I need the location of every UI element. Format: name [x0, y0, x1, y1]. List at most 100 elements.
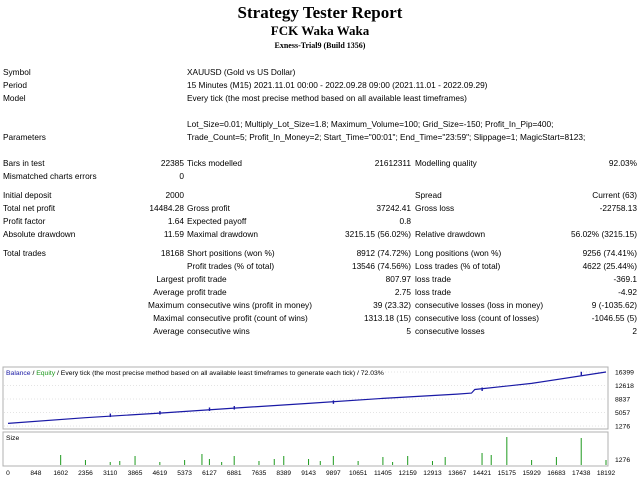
x-tick-label: 17438: [572, 470, 591, 477]
max-drawdown-value: 3215.15 (56.02%): [345, 229, 411, 239]
expected-payoff-value: 0.8: [399, 216, 411, 226]
legend-equity: Equity: [36, 370, 55, 377]
model-value: Every tick (the most precise method base…: [187, 93, 467, 103]
average-consec-label: Average: [153, 326, 184, 336]
size-bar: [490, 455, 492, 465]
x-tick-label: 9897: [326, 470, 341, 477]
size-bar: [201, 454, 203, 465]
quality-value: 92.03%: [608, 158, 637, 168]
mismatch-label: Mismatched charts errors: [3, 171, 97, 181]
maximal-consec-profit-label: consecutive profit (count of wins): [187, 313, 308, 323]
equity-marker: [481, 387, 483, 391]
max-consec-wins-value: 39 (23.32): [373, 300, 411, 310]
maximum-label: Maximum: [148, 300, 184, 310]
size-bar: [60, 455, 62, 465]
x-tick-label: 4619: [152, 470, 167, 477]
profit-trades-label: Profit trades (% of total): [187, 261, 275, 271]
average-profit-label: profit trade: [187, 287, 227, 297]
x-tick-label: 14421: [473, 470, 492, 477]
size-bar: [258, 461, 260, 465]
x-tick-label: 5373: [177, 470, 192, 477]
maximal-consec-loss-label: consecutive loss (count of losses): [415, 313, 540, 323]
size-bar: [208, 459, 210, 465]
average-consec-wins-label: consecutive wins: [187, 326, 250, 336]
gross-loss-value: -22758.13: [599, 203, 637, 213]
average-label: Average: [153, 287, 184, 297]
size-bar: [159, 462, 161, 465]
size-bar: [392, 462, 394, 465]
x-tick-label: 7635: [252, 470, 267, 477]
x-tick-label: 12159: [399, 470, 418, 477]
svg-text:Balance / Equity / Every tick: Balance / Equity / Every tick (the most …: [6, 370, 384, 377]
average-loss-label: loss trade: [415, 287, 451, 297]
x-tick-label: 6127: [202, 470, 217, 477]
size-bar: [580, 438, 582, 465]
period-label: Period: [3, 80, 27, 90]
loss-trades-label: Loss trades (% of total): [415, 261, 501, 271]
gross-profit-label: Gross profit: [187, 203, 230, 213]
balance-series-line: [7, 371, 607, 424]
ticks-label: Ticks modelled: [187, 158, 243, 168]
size-bar: [134, 456, 136, 465]
y-tick-label: 5057: [615, 410, 630, 417]
x-tick-label: 9143: [301, 470, 316, 477]
build-info: Exness-Trial9 (Build 1356): [274, 41, 366, 50]
abs-drawdown-label: Absolute drawdown: [3, 229, 76, 239]
total-trades-label: Total trades: [3, 248, 46, 258]
largest-label: Largest: [156, 274, 184, 284]
maximal-consec-loss-value: -1046.55 (5): [591, 313, 637, 323]
gross-profit-value: 37242.41: [376, 203, 411, 213]
equity-marker: [332, 400, 335, 404]
size-bar: [444, 457, 446, 465]
largest-loss-label: loss trade: [415, 274, 451, 284]
mismatch-value: 0: [179, 171, 184, 181]
size-bar: [184, 460, 186, 465]
average-consec-wins-value: 5: [406, 326, 411, 336]
x-tick-label: 8389: [276, 470, 291, 477]
bars-label: Bars in test: [3, 158, 45, 168]
y-tick-label: 8837: [615, 397, 630, 404]
size-bar: [332, 456, 334, 465]
equity-marker: [159, 411, 161, 415]
x-tick-label: 2356: [78, 470, 93, 477]
balance-chart: Balance / Equity / Every tick (the most …: [2, 366, 634, 477]
loss-trades-value: 4622 (25.44%): [582, 261, 637, 271]
x-tick-label: 15929: [522, 470, 541, 477]
report-title: Strategy Tester Report: [237, 3, 403, 22]
x-tick-label: 10651: [349, 470, 368, 477]
max-consec-losses-label: consecutive losses (loss in money): [415, 300, 544, 310]
size-bar: [481, 453, 483, 465]
spread-label: Spread: [415, 190, 442, 200]
x-tick-label: 1602: [53, 470, 68, 477]
deposit-label: Initial deposit: [3, 190, 52, 200]
y-tick-label: 16399: [615, 370, 634, 377]
equity-marker: [233, 406, 235, 410]
deposit-value: 2000: [165, 190, 184, 200]
x-tick-label: 13667: [448, 470, 467, 477]
legend-separator: /: [31, 370, 37, 377]
largest-profit-value: 807.97: [385, 274, 411, 284]
profit-factor-value: 1.64: [167, 216, 184, 226]
size-label: Size: [6, 435, 19, 442]
size-bar: [109, 462, 111, 465]
legend-balance: Balance: [6, 370, 31, 377]
x-tick-label: 3865: [128, 470, 143, 477]
size-bar: [273, 459, 275, 465]
size-bar: [531, 460, 533, 465]
size-bar: [506, 437, 508, 465]
size-bar: [431, 461, 433, 465]
average-consec-losses-label: consecutive losses: [415, 326, 485, 336]
abs-drawdown-value: 11.59: [163, 229, 184, 239]
expert-name: FCK Waka Waka: [270, 23, 370, 38]
largest-loss-value: -369.1: [613, 274, 637, 284]
size-bar: [555, 457, 557, 465]
symbol-label: Symbol: [3, 67, 31, 77]
average-consec-losses-value: 2: [632, 326, 637, 336]
size-bar: [605, 460, 607, 465]
size-bar: [233, 456, 235, 465]
period-value: 15 Minutes (M15) 2021.11.01 00:00 - 2022…: [187, 80, 488, 90]
x-tick-label: 0: [6, 470, 10, 477]
params-line-1: Lot_Size=0.01; Multiply_Lot_Size=1.8; Ma…: [187, 119, 554, 129]
x-tick-label: 848: [30, 470, 41, 477]
size-bar: [308, 459, 310, 465]
